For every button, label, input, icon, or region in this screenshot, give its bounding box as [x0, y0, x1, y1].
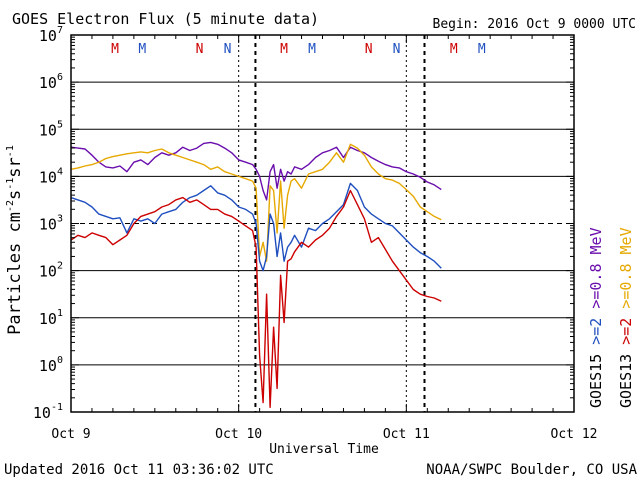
legend-entry: GOES15	[587, 354, 605, 408]
y-tick-label: 104	[39, 166, 63, 186]
y-tick-base: 10	[39, 310, 57, 328]
mn-marker: N	[196, 42, 204, 57]
mn-marker: M	[478, 42, 486, 57]
day-night-markers	[238, 35, 426, 412]
begin-label: Begin: 2016 Oct 9 0000 UTC	[433, 17, 637, 32]
y-axis-label-exp3: -1	[5, 145, 16, 157]
y-tick-label: 10-1	[33, 402, 63, 422]
y-axis-label-exp2: -1	[5, 178, 16, 190]
y-tick-base: 10	[39, 263, 57, 281]
legend-entry: >=2	[617, 318, 635, 354]
y-tick-base: 10	[39, 27, 57, 45]
mn-marker: N	[224, 42, 232, 57]
y-tick-base: 10	[39, 168, 57, 186]
x-tick-label: Oct 10	[215, 427, 262, 442]
mn-marker: M	[308, 42, 316, 57]
series-line	[70, 141, 442, 201]
chart-title: GOES Electron Flux (5 minute data)	[12, 10, 319, 28]
x-tick-label: Oct 12	[551, 427, 598, 442]
y-tick-base: 10	[33, 404, 51, 422]
y-tick-exponent: 5	[57, 119, 63, 130]
y-tick-base: 10	[39, 357, 57, 375]
legend-column: GOES13 >=2 >=0.8 MeV	[617, 227, 635, 408]
mn-marker: M	[280, 42, 288, 57]
legend-entry: >=0.8	[587, 264, 605, 318]
legend-entry: GOES13	[617, 354, 635, 408]
y-axis-label: Particles cm-2s-1sr-1	[5, 145, 25, 335]
x-tick-label: Oct 9	[51, 427, 90, 442]
mn-marker: M	[111, 42, 119, 57]
x-axis-ticks: Oct 9 Oct 10 Oct 11 Oct 12	[51, 35, 597, 442]
credit-footer: NOAA/SWPC Boulder, CO USA	[426, 462, 637, 478]
data-series	[70, 141, 442, 408]
y-tick-label: 102	[39, 261, 63, 281]
y-tick-exponent: 1	[57, 308, 63, 319]
y-axis-label-base: Particles cm	[5, 212, 25, 335]
y-axis-label-mid2: sr	[5, 157, 25, 177]
y-tick-label: 101	[39, 308, 63, 328]
y-tick-exponent: 4	[57, 166, 63, 177]
y-tick-exponent: 7	[57, 25, 63, 36]
mn-marker: N	[365, 42, 373, 57]
y-tick-label: 103	[39, 214, 63, 234]
series-line	[70, 182, 442, 272]
y-tick-exponent: 6	[57, 72, 63, 83]
y-tick-exponent: -1	[51, 402, 63, 413]
legend-entry: >=0.8	[617, 264, 635, 318]
y-tick-base: 10	[39, 121, 57, 139]
legend-entry: MeV	[617, 227, 635, 263]
x-axis-label: Universal Time	[269, 442, 379, 457]
y-axis-label-mid1: s	[5, 190, 25, 200]
series-line	[70, 189, 442, 408]
mn-marker: M	[450, 42, 458, 57]
series-line	[70, 143, 442, 262]
y-tick-exponent: 2	[57, 261, 63, 272]
mn-marker: M	[138, 42, 146, 57]
x-tick-label: Oct 11	[383, 427, 430, 442]
legend-entry: >=2	[587, 318, 605, 354]
y-tick-base: 10	[39, 216, 57, 234]
y-tick-label: 100	[39, 355, 63, 375]
legend-entry: MeV	[587, 227, 605, 263]
legend-column: GOES15 >=2 >=0.8 MeV	[587, 227, 605, 408]
y-tick-exponent: 3	[57, 214, 63, 225]
y-tick-label: 105	[39, 119, 63, 139]
mn-marker: N	[393, 42, 401, 57]
y-tick-label: 107	[39, 25, 63, 45]
y-tick-exponent: 0	[57, 355, 63, 366]
y-axis-label-exp1: -2	[5, 200, 16, 212]
updated-footer: Updated 2016 Oct 11 03:36:02 UTC	[4, 462, 274, 478]
y-tick-base: 10	[39, 74, 57, 92]
y-tick-label: 106	[39, 72, 63, 92]
